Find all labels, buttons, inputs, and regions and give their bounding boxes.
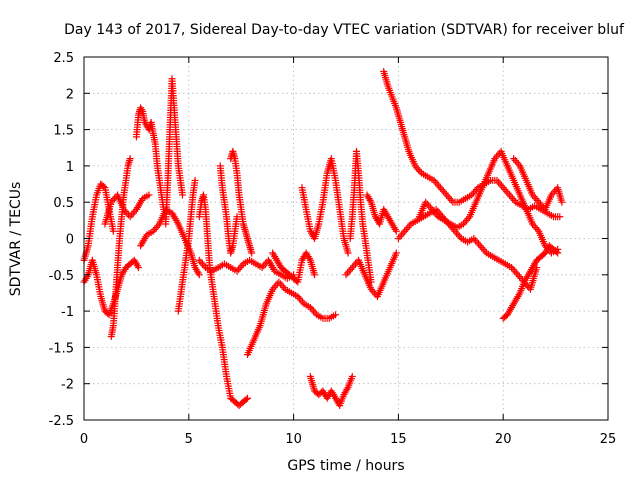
series-track-10 <box>195 256 296 282</box>
series-track-03 <box>107 156 134 341</box>
y-tick-label: 0.5 <box>53 196 74 211</box>
series-track-21 <box>394 205 540 293</box>
y-tick-label: -0.5 <box>49 269 74 284</box>
data-point <box>558 198 566 206</box>
y-tick-label: -2 <box>61 378 74 393</box>
x-tick-labels: 0 5 10 15 20 25 <box>80 432 616 447</box>
x-tick-label: 5 <box>185 432 193 447</box>
data-point <box>243 394 251 402</box>
x-tick-label: 10 <box>285 432 302 447</box>
data-point <box>134 264 142 272</box>
y-tick-label: -1 <box>61 305 74 320</box>
series-track-14 <box>269 249 318 286</box>
y-tick-label: 2.5 <box>53 51 74 66</box>
data-point <box>179 191 187 199</box>
series-track-04 <box>101 191 151 228</box>
data-point <box>109 227 117 235</box>
series-track-15 <box>298 155 351 255</box>
series-track-18 <box>342 251 399 301</box>
x-tick-label: 0 <box>80 432 88 447</box>
x-tick-label: 25 <box>600 432 617 447</box>
y-tick-label: 1 <box>66 160 74 175</box>
data-point <box>195 271 203 279</box>
y-tick-labels: -2.5 -2 -1.5 -1 -0.5 0 0.5 1 1.5 2 2.5 <box>49 51 74 429</box>
data-point <box>552 248 560 256</box>
data-point <box>126 155 134 163</box>
y-tick-label: -2.5 <box>49 414 74 429</box>
series-track-22 <box>415 147 560 257</box>
series-track-12 <box>227 147 255 255</box>
series-track-08 <box>174 179 199 315</box>
y-tick-label: 2 <box>66 87 74 102</box>
data-point <box>145 191 153 199</box>
data-point <box>554 249 562 257</box>
x-tick-label: 15 <box>390 432 407 447</box>
data-marks <box>80 68 566 409</box>
x-tick-label: 20 <box>495 432 512 447</box>
data-point <box>332 311 340 319</box>
data-point <box>311 271 319 279</box>
y-tick-label: 1.5 <box>53 124 74 139</box>
data-point <box>556 213 564 221</box>
data-point <box>100 182 108 190</box>
data-point <box>348 372 356 380</box>
y-tick-label: 0 <box>66 233 74 248</box>
data-point <box>248 249 256 257</box>
series-track-23 <box>499 242 560 322</box>
chart-title: Day 143 of 2017, Sidereal Day-to-day VTE… <box>64 22 625 38</box>
data-point <box>392 249 400 257</box>
series-track-05 <box>132 104 167 211</box>
series-track-07 <box>162 75 186 228</box>
data-point <box>344 249 352 257</box>
series-track-16 <box>306 372 355 409</box>
data-point <box>242 395 250 403</box>
y-tick-label: -1.5 <box>49 341 74 356</box>
series-track-17 <box>346 147 375 284</box>
series-track-13 <box>243 278 337 359</box>
series-track-19 <box>363 191 399 233</box>
series-track-11 <box>216 162 241 257</box>
x-axis-label: GPS time / hours <box>287 458 404 474</box>
data-point <box>392 227 400 235</box>
y-axis-label: SDTVAR / TECUs <box>8 182 24 297</box>
data-point <box>191 176 199 184</box>
tick-marks <box>83 56 609 421</box>
series-track-24 <box>510 155 565 213</box>
series-track-09 <box>195 191 250 409</box>
